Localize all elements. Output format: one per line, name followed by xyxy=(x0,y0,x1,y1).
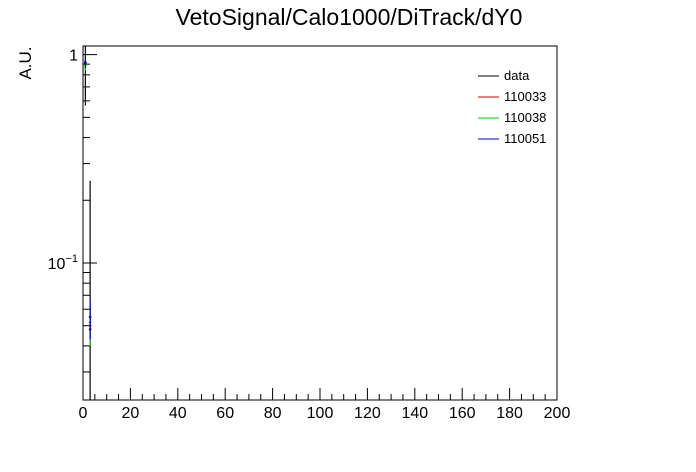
x-tick-label: 60 xyxy=(216,405,234,422)
legend-item-110033: 110033 xyxy=(478,89,546,104)
legend-item-110038: 110038 xyxy=(478,110,546,125)
x-tick-label: 80 xyxy=(264,405,282,422)
x-tick-label: 140 xyxy=(401,405,428,422)
legend-label: data xyxy=(504,68,530,83)
legend-label: 110038 xyxy=(504,110,546,125)
legend: data 110033 110038 110051 xyxy=(478,68,546,146)
x-tick-label: 200 xyxy=(544,405,571,422)
y-axis-label: A.U. xyxy=(16,46,35,79)
y-tick-label: 1 xyxy=(69,48,78,65)
legend-item-110051: 110051 xyxy=(478,131,546,146)
chart-title: VetoSignal/Calo1000/DiTrack/dY0 xyxy=(176,4,523,30)
x-tick-label: 0 xyxy=(79,405,88,422)
series-110051 xyxy=(84,58,92,340)
x-tick-label: 20 xyxy=(122,405,140,422)
x-tick-label: 120 xyxy=(354,405,381,422)
plot-frame xyxy=(82,45,558,401)
y-axis: 1 10−1 xyxy=(48,48,97,373)
legend-label: 110033 xyxy=(504,89,546,104)
legend-item-data: data xyxy=(478,68,530,83)
legend-label: 110051 xyxy=(504,131,546,146)
x-tick-label: 100 xyxy=(307,405,334,422)
y-tick-label: 10−1 xyxy=(48,253,78,273)
x-axis: 0 20 40 60 80 100 120 140 160 180 200 xyxy=(79,388,571,422)
plot-series xyxy=(84,46,92,400)
x-tick-label: 180 xyxy=(496,405,523,422)
x-tick-label: 40 xyxy=(169,405,187,422)
series-data xyxy=(84,46,92,400)
x-tick-label: 160 xyxy=(449,405,476,422)
